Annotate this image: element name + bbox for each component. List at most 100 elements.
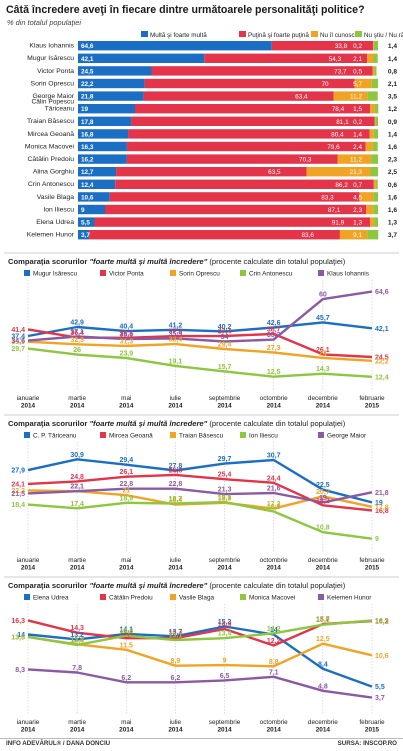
bar-segment-orange	[339, 230, 368, 240]
bar-label-orange: 11,2	[350, 157, 362, 164]
bar-segment-orange	[337, 154, 372, 164]
stacked-bar-chart: Multă şi foarte multă Puţină şi foarte pu…	[25, 31, 403, 240]
data-label: 15,7	[316, 617, 330, 624]
bar-segment-blue	[78, 116, 132, 126]
line-chart-title: Comparaţia scorurilor "foarte multă şi m…	[8, 257, 346, 266]
data-label: 21	[122, 488, 130, 495]
data-label: 16,3	[375, 618, 389, 625]
series-line-0	[27, 321, 373, 338]
bar-label-red: 81,1	[336, 119, 349, 126]
legend-label-1: Mircea Geoană	[109, 433, 153, 440]
bar-segment-red	[105, 204, 367, 215]
data-label: 11,5	[120, 642, 133, 649]
bar-segment-green	[370, 167, 378, 177]
data-label: 7,8	[72, 665, 82, 672]
data-label: 13,4	[218, 631, 232, 638]
legend-label-0: Multă şi foarte multă	[150, 32, 207, 39]
bar-label-blue: 64,6	[81, 43, 94, 50]
bar-label-green: 3,7	[388, 232, 397, 239]
data-label: 9	[223, 658, 227, 665]
data-label: 27,8	[169, 463, 183, 470]
bar-label-blue: 9	[81, 207, 85, 214]
x-tick-year: 2014	[267, 403, 282, 410]
legend-swatch-2	[170, 270, 176, 276]
row-label-line1: Călin Popescu	[31, 99, 74, 106]
bar-segment-red	[271, 41, 374, 51]
credit-text: INFO ADEVĂRUL® / DANA DONCIU	[6, 740, 111, 747]
data-label: 21,6	[267, 486, 281, 493]
x-tick-month: ianuarie	[17, 395, 40, 402]
title-prefix: Comparaţia scorurilor	[8, 257, 89, 266]
title-suffix: (procente calculate din totalul populaţi…	[207, 581, 346, 590]
bar-label-green: 1,3	[388, 220, 397, 227]
x-tick-label: decembrie 2014	[308, 395, 338, 410]
x-tick-month: ianuarie	[17, 719, 40, 726]
bar-segment-red	[126, 154, 338, 164]
data-label: 42,9	[70, 319, 84, 326]
data-label: 10,6	[375, 653, 389, 660]
bar-segment-red	[151, 66, 373, 76]
legend-label-4: George Maior	[327, 433, 367, 440]
source-text: SURSA: INSCOP.RO	[337, 740, 397, 747]
x-tick-label: martie 2014	[68, 395, 86, 410]
bar-label-orange: 1,5	[353, 106, 362, 113]
data-label: 41,4	[11, 327, 25, 334]
legend-swatch-3	[240, 270, 246, 276]
series-line-2	[27, 340, 373, 362]
data-label: 8,9	[171, 658, 181, 665]
data-label: 32,3	[70, 337, 84, 344]
x-tick-label: iulie 2014	[168, 557, 183, 572]
bar-segment-blue	[78, 179, 116, 189]
x-tick-year: 2014	[267, 565, 282, 572]
data-label: 13,1	[169, 633, 183, 640]
x-tick-year: 2014	[70, 727, 85, 734]
legend-swatch-1	[100, 270, 106, 276]
x-tick-label: mai 2014	[119, 395, 134, 410]
bar-label-orange: 2,1	[353, 56, 362, 63]
bar-label-orange: 21,3	[350, 169, 363, 176]
x-tick-month: iulie	[170, 395, 182, 402]
title-suffix: (procente calculate din totalul populaţi…	[207, 257, 346, 266]
bar-segment-blue	[78, 230, 90, 240]
line-chart-3: Comparaţia scorurilor "foarte multă şi m…	[0, 576, 403, 738]
legend-label-0: Mugur Isărescu	[33, 271, 77, 278]
data-label: 13,4	[169, 631, 183, 638]
bar-label-red: 91,9	[332, 220, 345, 227]
row-label: Sorin Oprescu	[31, 80, 75, 87]
bar-label-orange: 5,7	[353, 81, 362, 88]
bar-label-green: 0,6	[388, 182, 397, 189]
data-label: 12,3	[70, 637, 84, 644]
data-label: 14,1	[119, 626, 133, 633]
bar-segment-blue	[78, 66, 152, 76]
data-label: 14,2	[267, 626, 281, 633]
x-tick-month: mai	[121, 719, 131, 726]
x-tick-month: octombrie	[260, 557, 289, 564]
data-label: 12,4	[70, 637, 84, 644]
x-tick-month: ianuarie	[17, 557, 40, 564]
x-tick-year: 2014	[316, 403, 331, 410]
legend-swatch-0	[24, 594, 30, 600]
legend-swatch-0	[24, 432, 30, 438]
bar-segment-red	[126, 141, 366, 152]
data-label: 13,7	[169, 629, 183, 636]
bar-label-orange: 0,7	[353, 182, 362, 189]
x-tick-year: 2014	[316, 727, 331, 734]
data-label: 6,2	[171, 675, 181, 682]
series-line-4	[27, 290, 373, 343]
data-label: 37,3	[169, 329, 183, 336]
x-tick-month: octombrie	[260, 395, 289, 402]
legend-swatch-1	[100, 432, 106, 438]
legend-label-4: Kelemen Hunor	[327, 595, 372, 602]
data-label: 17,3	[267, 501, 281, 508]
data-label: 45,7	[316, 315, 330, 322]
x-tick-label: februarie 2015	[359, 395, 385, 410]
data-label: 17,4	[70, 501, 84, 508]
bar-segment-green	[373, 204, 378, 215]
line-chart-title: Comparaţia scorurilor "foarte multă şi m…	[8, 581, 346, 590]
row-label: Crin Antonescu	[28, 181, 74, 188]
legend-label-3: Ion Iliescu	[249, 433, 278, 440]
data-label: 29,4	[218, 342, 232, 349]
data-label: 33,9	[11, 339, 25, 346]
x-tick-month: martie	[68, 395, 86, 402]
row-label-line2: Tăriceanu	[45, 106, 75, 113]
